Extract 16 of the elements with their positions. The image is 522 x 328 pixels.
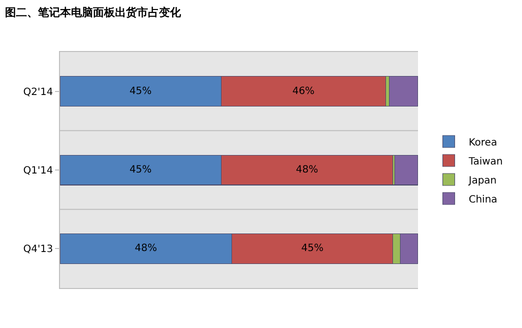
data-label: 48% bbox=[134, 243, 158, 254]
legend-label: China bbox=[468, 194, 498, 206]
y-tick-label: Q4'13 bbox=[23, 244, 53, 256]
bar bbox=[389, 76, 418, 107]
data-label: 45% bbox=[301, 243, 324, 254]
legend-label: Korea bbox=[468, 137, 498, 148]
y-tick-label: Q2'14 bbox=[23, 86, 53, 98]
data-label: 48% bbox=[296, 164, 318, 176]
data-label: 45% bbox=[129, 86, 152, 97]
y-tick-label: Q1'14 bbox=[23, 166, 53, 176]
legend-label: Japan bbox=[468, 175, 497, 186]
data-label: 45% bbox=[129, 164, 152, 176]
bar bbox=[394, 154, 418, 186]
data-label: 46% bbox=[292, 86, 315, 97]
chart-title: 图二、笔记本电脑面板出货市占变化 bbox=[5, 6, 182, 19]
legend-label: Taiwan bbox=[468, 156, 503, 168]
